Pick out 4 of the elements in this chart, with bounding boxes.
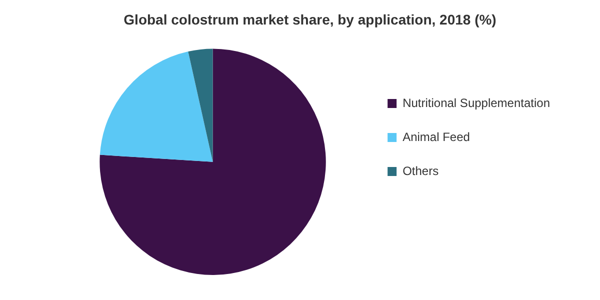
legend-label: Nutritional Supplementation: [402, 96, 550, 110]
chart-title: Global colostrum market share, by application, 2018 (%): [124, 11, 496, 28]
legend-label: Others: [402, 164, 439, 178]
legend-label: Animal Feed: [402, 130, 470, 144]
